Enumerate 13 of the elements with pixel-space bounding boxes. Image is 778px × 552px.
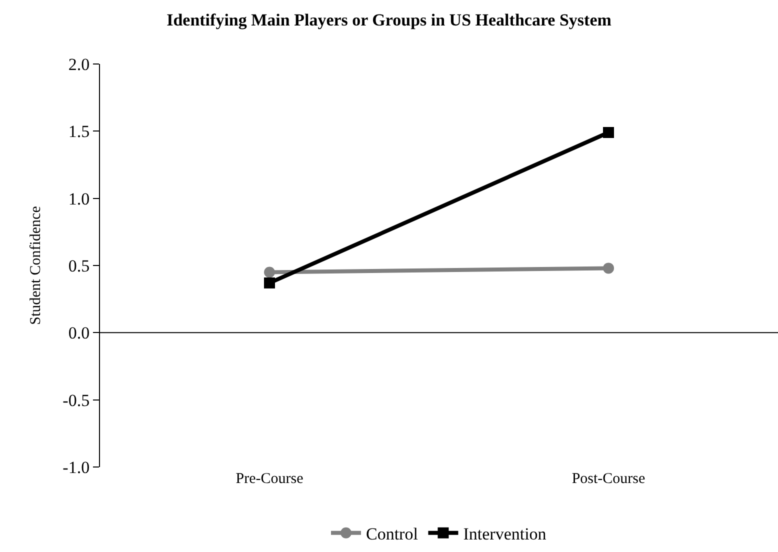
legend-label: Control	[366, 524, 418, 544]
y-tick-label: -0.5	[62, 390, 90, 410]
y-tick-label: 1.0	[68, 189, 90, 208]
x-tick-label: Pre-Course	[236, 471, 304, 487]
chart-title: Identifying Main Players or Groups in US Healthcare System	[166, 10, 612, 30]
y-tick-label: 0.5	[68, 256, 90, 276]
y-tick-label: 1.5	[68, 122, 90, 142]
y-tick-label: 2.0	[68, 54, 90, 74]
x-tick-label: Post-Course	[572, 471, 646, 487]
y-axis-title: Student Confidence	[28, 206, 44, 325]
y-tick-label: 0.0	[68, 324, 90, 343]
legend-label: Intervention	[463, 524, 547, 544]
y-tick-label: -1.0	[62, 458, 90, 477]
